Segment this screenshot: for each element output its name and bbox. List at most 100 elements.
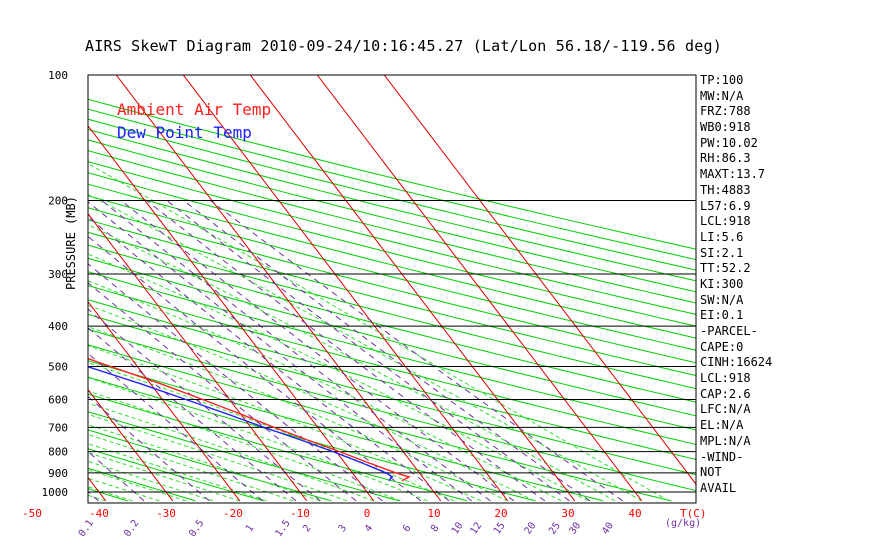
dry-adiabat [88,161,696,315]
dry-adiabat [88,344,672,502]
mixing-ratio-line [183,200,591,502]
isotherm [88,300,241,502]
index-item: EI:0.1 [700,308,744,323]
dry-adiabat [88,128,696,282]
mixing-ratio-label: 0.5 [187,518,206,539]
sounding-series [88,357,411,482]
dry-adiabat [88,448,264,502]
temp-bottom-tick-label: -40 [89,507,109,520]
moist-adiabat [88,304,535,502]
dry-adiabat [0,75,60,501]
mixing-ratio-label: 10 [450,520,466,536]
temp-bottom-tick-label: 20 [494,507,507,520]
dry-adiabat [88,207,696,364]
dry-adiabat [88,313,696,476]
mixing-ratio-label: 40 [600,521,616,537]
isotherm [383,75,696,485]
mixing-ratio-line [88,216,450,502]
dry-adiabat [88,360,604,502]
temp-bottom-tick-label: 0 [364,507,371,520]
mixing-ratio-line [88,201,472,502]
moist-adiabat [88,377,428,502]
mixing-ratio-line [101,200,491,502]
mixing-ratio-label: 1.5 [273,518,292,539]
mixing-ratio-label: 0.1 [77,518,96,539]
index-item: MAXT:13.7 [700,167,766,182]
dry-adiabat [88,139,696,293]
mixing-ratio-label: 4 [363,523,375,534]
dry-adiabat [88,257,696,417]
mixing-ratio-label: 3 [337,523,349,534]
index-item: TT:52.2 [700,261,751,276]
index-item: NOT [700,465,722,480]
mixing-ratio-lines [88,200,623,502]
dry-adiabat [88,244,696,403]
dew-point-temp-line [88,366,394,482]
pressure-tick-label: 300 [48,268,68,281]
mixing-ratio-label: 15 [492,520,508,536]
pressure-tick-label: 200 [48,195,68,208]
moist-adiabat [88,345,482,502]
dry-adiabat [88,376,536,502]
index-item: MPL:N/A [700,433,751,448]
mixing-ratio-label: 1 [244,523,256,534]
y-axis-label: PRESSURE (MB) [64,196,78,290]
mixing-ratio-line [88,282,357,502]
isotherm [316,75,643,502]
moist-adiabat [88,424,321,502]
mixing-ratio-line [88,395,210,502]
mixing-ratio-line [166,200,570,502]
index-item: LFC:N/A [700,402,751,417]
mixing-ratio-label: 20 [523,520,539,536]
pressure-tick-label: 600 [48,393,68,406]
pressure-tick-label: 1000 [42,486,69,499]
pressure-tick-label: 700 [48,421,68,434]
moist-adiabat [88,469,187,502]
dry-adiabat [88,150,696,304]
pressure-tick-label: 400 [48,320,68,333]
temp-bottom-tick-label: -20 [223,507,243,520]
temp-bottom-tick-label: 30 [561,507,574,520]
index-item: WB0:918 [700,120,751,135]
dry-adiabat [88,393,468,502]
index-item: LI:5.6 [700,229,744,244]
isotherm [249,75,576,502]
index-item: EL:N/A [700,418,744,433]
index-item: LCL:918 [700,214,751,229]
mixing-ratio-label: 30 [567,520,583,536]
mixing-ratio-label: 8 [429,523,441,534]
index-item: KI:300 [700,276,744,291]
temp-bottom-tick-label: -10 [290,507,310,520]
mixing-ratio-label: 6 [401,523,413,534]
dry-adiabat [88,219,696,377]
legend-dew-point-temp: Dew Point Temp [117,123,252,142]
ambient-air-temp-line [88,357,411,482]
index-item: CINH:16624 [700,355,773,370]
chart-title: AIRS SkewT Diagram 2010-09-24/10:16:45.2… [85,37,722,55]
index-item: AVAIL [700,480,737,495]
moist-adiabat [88,253,589,502]
moist-adiabat [88,494,106,502]
dry-adiabat [88,271,696,431]
mixing-ratio-line [146,200,546,502]
temp-bottom-tick-label: -50 [22,507,42,520]
moist-adiabat [88,193,642,502]
index-item: -WIND- [700,449,744,464]
dry-adiabat [88,231,696,390]
mixing-ratio-label: 25 [547,520,563,536]
mixing-ratio-label: 0.2 [122,518,141,539]
index-item: TH:4883 [700,182,751,197]
mixing-ratio-line [88,352,264,502]
pressure-tick-label: 900 [48,467,68,480]
temp-axis-unit: T(C) [680,507,707,520]
stability-indices-panel: TP:100 MW:N/A FRZ:788 WB0:918 PW:10.02 RH:86.… [700,73,772,497]
index-item: SI:2.1 [700,245,744,260]
mixing-ratio-line [88,263,383,502]
temp-bottom-tick-label: 10 [427,507,440,520]
legend-ambient-air-temp: Ambient Air Temp [117,100,272,119]
dry-adiabat [88,183,696,339]
dry-adiabat [88,108,696,261]
index-item: TP:100 [700,73,744,87]
plot-frame [87,74,697,504]
